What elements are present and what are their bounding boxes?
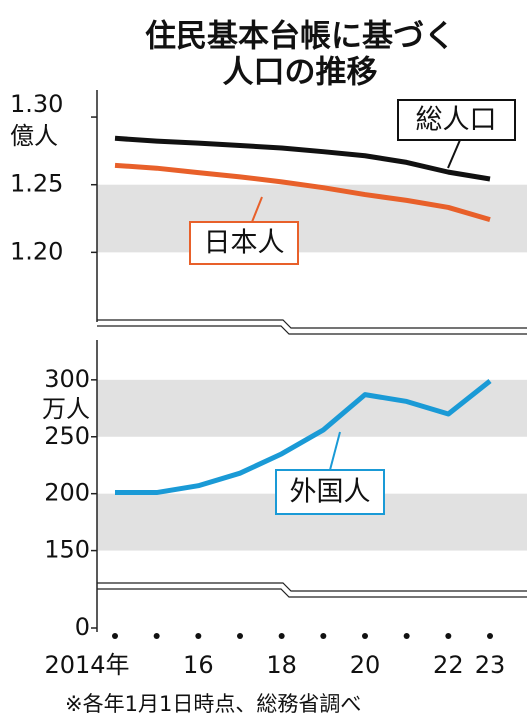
x-dot <box>320 633 327 639</box>
callouts <box>189 99 516 515</box>
axis <box>96 90 527 632</box>
y-tick-label: 1.30 <box>10 90 63 118</box>
y-tick-label: 250 <box>44 422 90 450</box>
x-tick-label: 16 <box>183 651 214 679</box>
y-tick-label: 200 <box>44 479 90 507</box>
x-dot <box>237 633 243 639</box>
legend-label: 外国人 <box>290 477 371 508</box>
series-line <box>114 162 491 223</box>
y-tick-label: 0 <box>75 613 90 641</box>
x-tick-label: 18 <box>266 651 297 679</box>
x-dot <box>112 633 118 639</box>
chart-subtitle: 人口の推移 <box>223 55 378 91</box>
x-dot <box>403 633 410 639</box>
legend-label: 日本人 <box>204 228 285 259</box>
chart-title: 住民基本台帳に基づく <box>145 19 455 55</box>
y-unit-label: 万人 <box>42 395 90 423</box>
series-line <box>115 379 492 496</box>
band <box>97 184 527 253</box>
x-dot <box>278 633 285 639</box>
x-dot <box>362 633 368 639</box>
y-tick-label: 1.20 <box>10 237 63 265</box>
x-dot <box>195 633 202 639</box>
x-dot <box>487 633 493 639</box>
x-tick-label: 20 <box>350 651 381 679</box>
x-tick-label: 23 <box>475 651 506 679</box>
x-tick-label: 2014年 <box>44 651 129 679</box>
legend-label: 総人口 <box>416 105 497 136</box>
y-tick-label: 150 <box>44 536 90 564</box>
y-tick-label: 300 <box>44 365 90 393</box>
y-unit-label: 億人 <box>10 122 58 150</box>
band <box>97 379 527 437</box>
y-tick-label: 1.25 <box>10 170 63 198</box>
x-dot <box>445 633 452 639</box>
x-dot <box>153 633 160 639</box>
series-line <box>114 135 491 182</box>
note: ※各年1月1日時点、総務省調べ <box>65 692 361 716</box>
x-tick-label: 22 <box>433 651 464 679</box>
